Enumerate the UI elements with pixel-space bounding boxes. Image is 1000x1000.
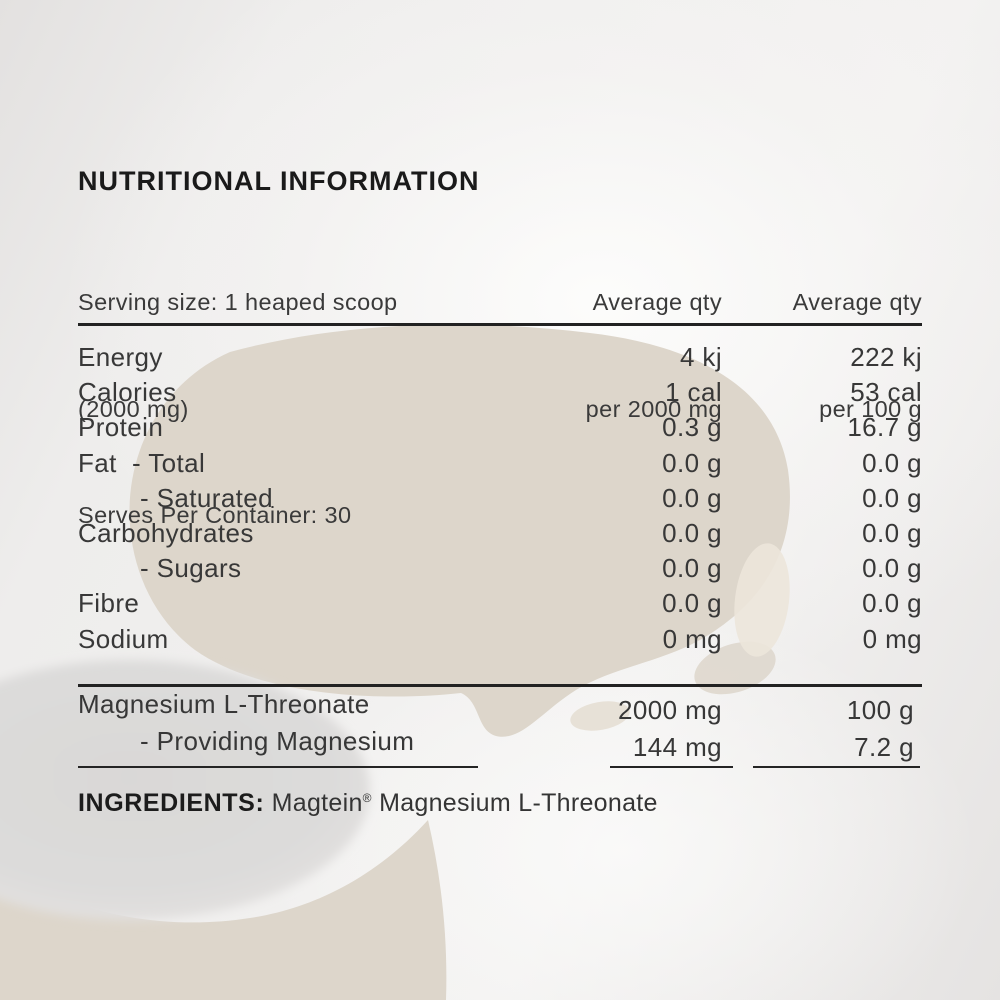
table-row: - Sugars 0.0 g 0.0 g <box>78 551 922 586</box>
row-value-per-serving: 0.0 g <box>662 588 722 619</box>
ingredients-label: INGREDIENTS: <box>78 789 265 817</box>
row-value-per-serving: 0.3 g <box>662 412 722 443</box>
row-label: Fat - Total <box>78 447 206 478</box>
divider-actives <box>78 684 922 687</box>
row-label: Carbohydrates <box>78 517 254 548</box>
row-value-per-100g: 0.0 g <box>862 553 922 584</box>
divider-top <box>78 323 922 326</box>
row-value-per-100g: 222 kj <box>850 342 922 372</box>
table-row: - Saturated 0.0 g 0.0 g <box>78 481 922 516</box>
active-ingredient-values: 2000 mg 100 g 144 mg 7.2 g <box>78 692 922 766</box>
active-value-per-100g: 7.2 g <box>854 732 914 762</box>
table-row: Calories 1 cal 53 cal <box>78 375 922 410</box>
row-value-per-serving: 4 kj <box>679 342 722 372</box>
underline-per-serving <box>610 766 733 769</box>
table-row: Fat - Total 0.0 g 0.0 g <box>78 446 922 481</box>
ingredients-substance: Magnesium L-Threonate <box>371 789 658 817</box>
ingredients-brand: Magtein <box>264 789 363 817</box>
row-value-per-serving: 0.0 g <box>662 517 722 548</box>
serving-size-line: Serving size: 1 heaped scoop <box>78 289 398 315</box>
active-value-per-serving: 144 mg <box>632 732 722 762</box>
row-value-per-serving: 0.0 g <box>662 447 722 478</box>
table-row: Carbohydrates 0.0 g 0.0 g <box>78 516 922 551</box>
registered-trademark-symbol: ® <box>362 791 372 805</box>
row-label: - Sugars <box>140 553 242 584</box>
watermark-middle-blob <box>129 324 790 737</box>
serving-info: Serving size: 1 heaped scoop (2000 mg) S… <box>78 214 398 605</box>
table-row: Sodium 0 mg 0 mg <box>78 622 922 657</box>
row-label: Protein <box>78 412 164 443</box>
table-row: Protein 0.3 g 16.7 g <box>78 410 922 445</box>
serves-per-container: Serves Per Container: 30 <box>78 502 352 528</box>
active-row-label: Magnesium L-Threonate <box>78 689 370 719</box>
active-ingredient-labels: Magnesium L-Threonate - Providing Magnes… <box>78 686 414 760</box>
table-row: Energy 4 kj 222 kj <box>78 340 922 375</box>
active-value-per-serving: 2000 mg <box>618 695 722 725</box>
active-row-values: 2000 mg 100 g <box>78 692 922 729</box>
active-row-values: 144 mg 7.2 g <box>78 729 922 766</box>
ingredients-line: INGREDIENTS: Magtein® Magnesium L-Threon… <box>78 789 658 818</box>
underline-labels <box>78 766 478 769</box>
row-value-per-serving: 0.0 g <box>662 553 722 584</box>
row-label: Sodium <box>78 623 169 654</box>
row-value-per-serving: 1 cal <box>665 377 722 408</box>
serving-size-amount: (2000 mg) <box>78 395 189 422</box>
watermark-bottom-blob <box>0 820 447 1000</box>
row-value-per-serving: 0 mg <box>662 623 722 654</box>
row-value-per-100g: 0.0 g <box>862 588 922 619</box>
column-header-per-100g: Average qty per 100 g <box>792 289 922 422</box>
row-value-per-100g: 53 cal <box>850 377 922 408</box>
row-label: - Saturated <box>140 482 274 513</box>
row-value-per-100g: 0.0 g <box>862 517 922 548</box>
row-label: Energy <box>78 342 163 372</box>
active-row-label: - Providing Magnesium <box>140 726 415 756</box>
row-value-per-100g: 0 mg <box>862 623 922 654</box>
row-value-per-100g: 0.0 g <box>862 482 922 513</box>
row-label: Fibre <box>78 588 140 619</box>
underline-per-100g <box>753 766 920 769</box>
nutrition-table: Energy 4 kj 222 kj Calories 1 cal 53 cal… <box>78 340 922 657</box>
row-value-per-100g: 16.7 g <box>847 412 922 443</box>
row-label: Calories <box>78 377 177 408</box>
column-header-per-serving: Average qty per 2000 mg <box>585 289 722 422</box>
watermark-gray-oval <box>0 660 370 920</box>
panel-title: NUTRITIONAL INFORMATION <box>78 166 480 196</box>
table-row: Fibre 0.0 g 0.0 g <box>78 586 922 621</box>
active-value-per-100g: 100 g <box>846 695 914 725</box>
row-value-per-100g: 0.0 g <box>862 447 922 478</box>
row-value-per-serving: 0.0 g <box>662 482 722 513</box>
